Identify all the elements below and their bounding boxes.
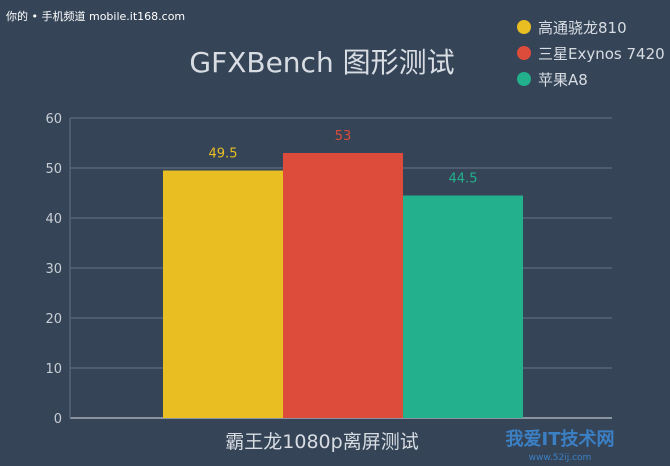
watermark-bottom: 我爱IT技术网 <box>506 428 615 450</box>
legend-label: 三星Exynos 7420 <box>538 45 665 63</box>
y-tick-label: 10 <box>45 362 62 377</box>
legend-label: 高通骁龙810 <box>538 19 627 37</box>
y-tick-label: 30 <box>45 262 62 277</box>
legend-marker <box>517 46 531 60</box>
data-label: 44.5 <box>449 172 478 187</box>
bar <box>283 153 403 418</box>
y-tick-label: 40 <box>45 212 62 227</box>
watermark-bottom-url: www.52ij.com <box>529 453 592 463</box>
y-tick-label: 0 <box>54 412 62 427</box>
data-label: 53 <box>335 129 352 144</box>
x-tick-label: 霸王龙1080p离屏测试 <box>225 431 418 453</box>
data-label: 49.5 <box>209 147 238 162</box>
legend-marker <box>517 72 531 86</box>
watermark-top: 你的 • 手机频道 mobile.it168.com <box>6 10 186 23</box>
y-tick-label: 50 <box>45 162 62 177</box>
bar <box>163 170 283 418</box>
legend-label: 苹果A8 <box>538 71 588 89</box>
y-tick-label: 60 <box>45 112 62 127</box>
y-tick-label: 20 <box>45 312 62 327</box>
bar <box>403 195 523 418</box>
legend-marker <box>517 20 531 34</box>
chart-title: GFXBench 图形测试 <box>189 46 454 79</box>
